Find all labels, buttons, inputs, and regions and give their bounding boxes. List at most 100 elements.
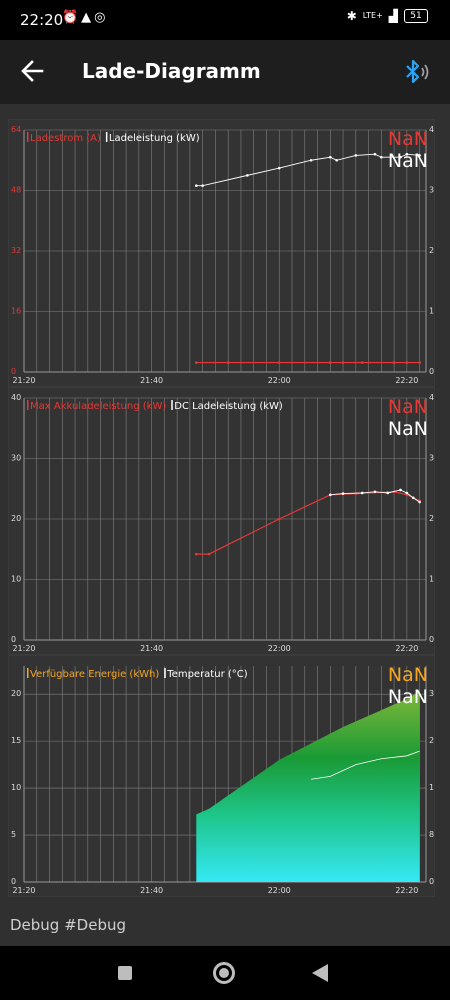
data-point: [277, 361, 281, 364]
series-area-available-energy: [196, 691, 420, 882]
left-tick-label: 5: [11, 830, 16, 839]
debug-label[interactable]: Debug #Debug: [10, 916, 126, 934]
data-point: [194, 361, 198, 364]
x-tick-label: 21:20: [12, 886, 35, 895]
right-tick-label: 32: [429, 689, 434, 698]
back-arrow-icon[interactable]: [18, 56, 48, 86]
data-point: [405, 152, 409, 156]
x-tick-label: 21:40: [140, 644, 163, 653]
chart-panel-charging: 0 16 32 48 64 0 10 20 30 40 21:20 21:40 22:00 22:20 La…: [8, 119, 439, 387]
left-tick-label: 40: [11, 393, 21, 402]
x-tick-label: 21:20: [12, 644, 35, 653]
data-point: [418, 154, 421, 157]
home-button[interactable]: [213, 962, 235, 984]
left-tick-label: 15: [11, 736, 21, 745]
chart-panel-battery-power: 0 10 20 30 40 0 10 20 30 40 21:20 21:40 22:00 22:20 Ma…: [8, 387, 439, 655]
legend-label: Verfügbare Energie (kWh): [30, 669, 159, 680]
series-line-temperature: [311, 750, 420, 780]
data-point: [335, 158, 338, 162]
legend-label: DC Ladeleistung (kW): [174, 401, 283, 412]
data-point: [341, 492, 345, 495]
legend-swatch: [27, 132, 29, 142]
right-tick-label: 30: [429, 454, 434, 463]
status-bar: 22:20 ⏰▲◎ ✱ LTE+ ▟ 51: [0, 0, 450, 40]
battery-level: 51: [404, 9, 428, 23]
right-tick-label: 30: [429, 186, 434, 195]
data-point: [226, 361, 230, 364]
data-point: [201, 184, 204, 187]
x-tick-label: 21:40: [140, 886, 163, 895]
data-point: [418, 500, 421, 504]
data-point: [418, 361, 421, 364]
status-time: 22:20: [20, 11, 64, 29]
right-tick-label: 8: [429, 830, 434, 839]
legend-swatch: [171, 400, 173, 410]
data-point: [399, 155, 402, 159]
network-type: LTE+: [362, 11, 383, 20]
x-tick-label: 22:20: [395, 886, 418, 895]
status-right: ✱ LTE+ ▟ 51: [347, 9, 428, 23]
x-tick-label: 22:20: [395, 644, 418, 653]
data-point: [207, 552, 211, 556]
data-point: [360, 491, 364, 495]
data-point: [405, 491, 409, 495]
value-readout: NaN: [388, 686, 428, 708]
right-tick-label: 10: [429, 575, 434, 584]
right-tick-label: 16: [429, 783, 434, 792]
left-tick-label: 20: [11, 689, 21, 698]
data-point: [399, 488, 402, 492]
value-readout: NaN: [388, 128, 428, 150]
left-tick-label: 32: [11, 246, 21, 255]
left-tick-label: 64: [11, 125, 21, 134]
app-bar: Lade-Diagramm: [0, 40, 450, 104]
data-point: [246, 174, 249, 177]
data-point: [380, 155, 383, 159]
legend-swatch: [27, 400, 29, 410]
legend-swatch: [27, 668, 29, 678]
series-line-1: [196, 153, 420, 187]
value-readout: NaN: [388, 418, 428, 440]
chart-energy-temperature: 0 5 10 15 20 0 8 16 24 32 21:20 21:40 22:00 22:20 Verf…: [11, 664, 439, 895]
data-point: [328, 155, 332, 159]
data-point: [328, 361, 332, 364]
right-tick-label: 0: [429, 635, 434, 644]
chart-battery-dc-power: 0 10 20 30 40 0 10 20 30 40 21:20 21:40 22:00 22:20 Ma…: [11, 393, 439, 653]
left-tick-label: 0: [11, 635, 16, 644]
legend-label: Max Akkuladeleistung (kW): [30, 401, 166, 412]
signal-icon: ▟: [388, 9, 398, 23]
legend-label: Ladestrom (A): [30, 133, 101, 144]
legend-label: Temperatur (°C): [166, 669, 247, 680]
right-tick-label: 20: [429, 246, 434, 255]
data-point: [373, 152, 377, 156]
data-point: [328, 493, 332, 497]
value-readout: NaN: [388, 664, 428, 686]
left-tick-label: 30: [11, 454, 21, 463]
chart-grid: [24, 129, 426, 373]
chart-charging-current-power: 0 16 32 48 64 0 10 20 30 40 21:20 21:40 22:00 22:20 La…: [11, 125, 439, 385]
back-nav-button[interactable]: [312, 964, 328, 982]
left-tick-label: 10: [11, 783, 21, 792]
right-tick-label: 0: [429, 367, 434, 376]
x-tick-label: 22:00: [268, 886, 291, 895]
data-point: [373, 490, 377, 494]
x-tick-label: 22:00: [268, 376, 291, 385]
data-point: [194, 552, 198, 556]
data-point: [405, 361, 409, 364]
recents-button[interactable]: [118, 966, 132, 980]
data-point: [360, 361, 364, 364]
right-tick-label: 10: [429, 307, 434, 316]
left-tick-label: 48: [11, 186, 21, 195]
data-point: [405, 493, 409, 497]
bluetooth-connected-icon[interactable]: [402, 58, 432, 86]
data-point: [392, 361, 396, 364]
value-readout: NaN: [388, 396, 428, 418]
data-point: [277, 517, 281, 521]
left-tick-label: 16: [11, 307, 21, 316]
data-point: [277, 166, 281, 170]
data-point: [341, 361, 345, 364]
right-tick-label: 40: [429, 393, 434, 402]
left-tick-label: 20: [11, 514, 21, 523]
right-tick-label: 40: [429, 125, 434, 134]
left-tick-label: 0: [11, 877, 16, 886]
data-point: [386, 491, 390, 495]
